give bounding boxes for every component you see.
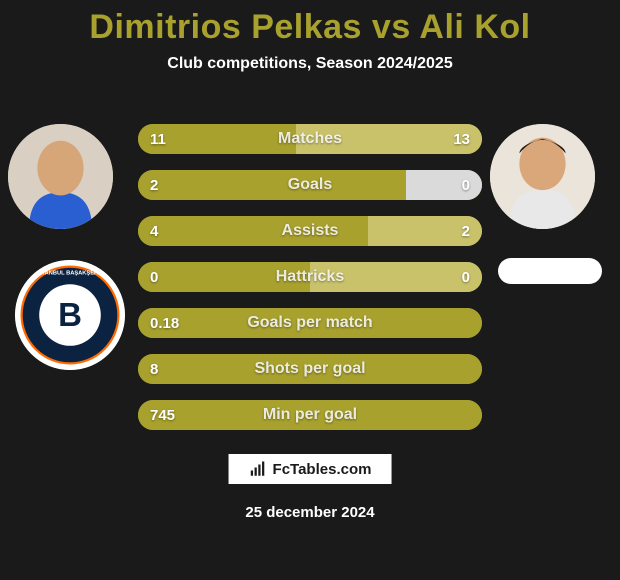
player1-avatar — [8, 124, 113, 229]
stat-value-left: 2 — [150, 177, 158, 194]
club-logo-icon: B ISTANBUL BAŞAKŞEHIR — [15, 260, 125, 370]
stat-value-right: 2 — [462, 223, 470, 240]
stat-value-left: 8 — [150, 361, 158, 378]
stat-row: Goals per match0.18 — [138, 308, 482, 338]
player2-avatar — [490, 124, 595, 229]
svg-text:ISTANBUL BAŞAKŞEHIR: ISTANBUL BAŞAKŞEHIR — [36, 270, 105, 276]
stat-label: Goals per match — [138, 314, 482, 332]
stat-row: Goals2 0 — [138, 170, 482, 200]
stats-bars: Matches1113Goals20Assists42Hattricks00Go… — [138, 124, 482, 446]
subtitle: Club competitions, Season 2024/2025 — [0, 55, 620, 73]
stat-label: Shots per goal — [138, 360, 482, 378]
stat-value-left: 0.18 — [150, 315, 179, 332]
stat-row: Min per goal745 — [138, 400, 482, 430]
stat-label: Hattricks — [138, 268, 482, 286]
stat-row: Hattricks0 0 — [138, 262, 482, 292]
stat-row: Matches11 13 — [138, 124, 482, 154]
stat-row: Assists4 2 — [138, 216, 482, 246]
watermark-badge: FcTables.com — [229, 454, 392, 484]
player1-club-logo: B ISTANBUL BAŞAKŞEHIR — [15, 260, 125, 370]
stat-label: Min per goal — [138, 406, 482, 424]
stat-label: Assists — [138, 222, 482, 240]
player1-avatar-placeholder — [8, 124, 113, 229]
player2-avatar-placeholder — [490, 124, 595, 229]
chart-icon — [249, 460, 267, 478]
player2-club-logo — [498, 258, 602, 284]
svg-text:B: B — [58, 296, 82, 333]
stat-value-right: 13 — [453, 131, 470, 148]
comparison-title: Dimitrios Pelkas vs Ali Kol — [0, 0, 620, 47]
vs-word: vs — [372, 8, 411, 46]
player2-name: Ali Kol — [419, 8, 530, 46]
stat-value-right: 0 — [462, 177, 470, 194]
stat-value-left: 4 — [150, 223, 158, 240]
stat-row: Shots per goal8 — [138, 354, 482, 384]
watermark-text: FcTables.com — [273, 461, 372, 478]
date-text: 25 december 2024 — [0, 504, 620, 521]
stat-label: Matches — [138, 130, 482, 148]
stat-value-left: 11 — [150, 131, 166, 148]
player1-name: Dimitrios Pelkas — [89, 8, 362, 46]
stat-value-right: 0 — [462, 269, 470, 286]
stat-value-left: 745 — [150, 407, 175, 424]
stat-value-left: 0 — [150, 269, 158, 286]
stat-label: Goals — [138, 176, 482, 194]
